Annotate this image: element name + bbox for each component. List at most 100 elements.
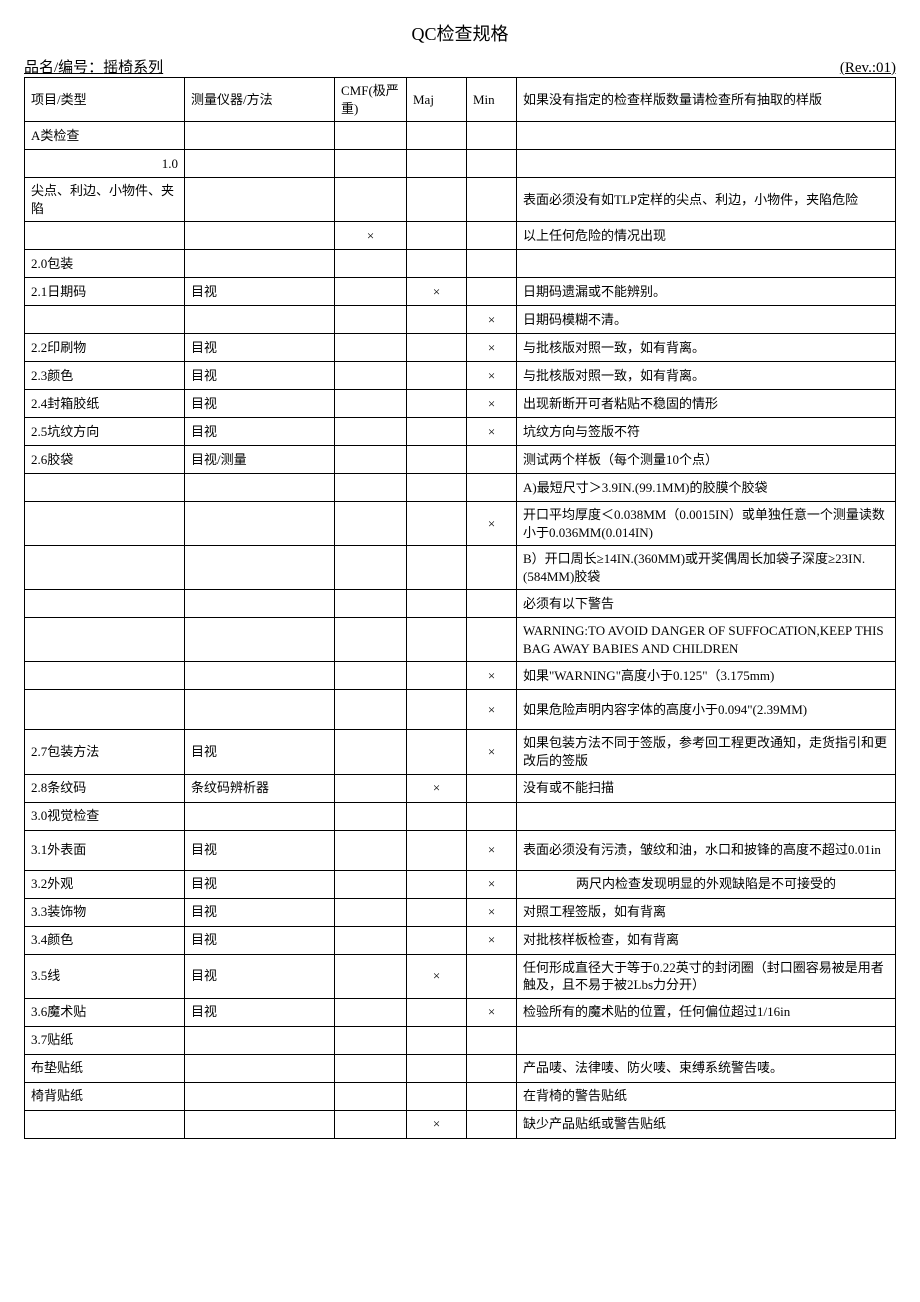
cell-min: ×	[467, 870, 517, 898]
cell-cmf	[335, 802, 407, 830]
cell-item	[25, 546, 185, 590]
cell-min: ×	[467, 334, 517, 362]
cell-remark: 任何形成直径大于等于0.22英寸的封闭圈（封口圈容易被是用者触及，且不易于被2L…	[517, 954, 896, 998]
table-body: A类检查1.0尖点、利边、小物件、夹陷表面必须没有如TLP定样的尖点、利边，小物…	[25, 122, 896, 1139]
cell-method	[185, 1110, 335, 1138]
cell-item: 3.6魔术贴	[25, 998, 185, 1026]
cell-cmf: ×	[335, 222, 407, 250]
cell-method: 目视	[185, 418, 335, 446]
cell-min: ×	[467, 730, 517, 774]
cell-remark: 以上任何危险的情况出现	[517, 222, 896, 250]
cell-remark: 与批核版对照一致，如有背离。	[517, 334, 896, 362]
cell-method	[185, 546, 335, 590]
table-row: 3.6魔术贴目视×检验所有的魔术贴的位置，任何偏位超过1/16in	[25, 998, 896, 1026]
cell-method	[185, 590, 335, 618]
cell-maj	[407, 1082, 467, 1110]
cell-cmf	[335, 546, 407, 590]
cell-min	[467, 774, 517, 802]
cell-cmf	[335, 390, 407, 418]
col-maj: Maj	[407, 78, 467, 122]
cell-item: 3.5线	[25, 954, 185, 998]
cell-remark	[517, 250, 896, 278]
cell-method: 目视	[185, 898, 335, 926]
table-row: 2.8条纹码条纹码辨析器×没有或不能扫描	[25, 774, 896, 802]
cell-method: 目视	[185, 926, 335, 954]
cell-item: 椅背贴纸	[25, 1082, 185, 1110]
cell-maj	[407, 546, 467, 590]
cell-remark: WARNING:TO AVOID DANGER OF SUFFOCATION,K…	[517, 618, 896, 662]
cell-remark: 与批核版对照一致，如有背离。	[517, 362, 896, 390]
cell-remark: 日期码模糊不清。	[517, 306, 896, 334]
cell-cmf	[335, 926, 407, 954]
cell-cmf	[335, 690, 407, 730]
cell-item: 2.4封箱胶纸	[25, 390, 185, 418]
cell-remark: 在背椅的警告贴纸	[517, 1082, 896, 1110]
cell-min	[467, 1054, 517, 1082]
cell-maj	[407, 306, 467, 334]
cell-item: 布垫贴纸	[25, 1054, 185, 1082]
cell-maj	[407, 662, 467, 690]
cell-remark: 出现新断开可者粘贴不稳固的情形	[517, 390, 896, 418]
cell-method: 目视	[185, 390, 335, 418]
col-min: Min	[467, 78, 517, 122]
cell-method	[185, 662, 335, 690]
table-row: 2.5坑纹方向目视 ×坑纹方向与签版不符	[25, 418, 896, 446]
col-item: 项目/类型	[25, 78, 185, 122]
cell-remark	[517, 150, 896, 178]
cell-min: ×	[467, 502, 517, 546]
cell-item: 2.5坑纹方向	[25, 418, 185, 446]
cell-cmf	[335, 278, 407, 306]
table-row: 3.7贴纸	[25, 1026, 896, 1054]
cell-cmf	[335, 1110, 407, 1138]
table-row: 3.4颜色目视×对批核样板检查，如有背离	[25, 926, 896, 954]
cell-min	[467, 1110, 517, 1138]
cell-method	[185, 222, 335, 250]
table-row: ×开口平均厚度＜0.038MM（0.0015IN）或单独任意一个测量读数小于0.…	[25, 502, 896, 546]
revision-label: (Rev.:01)	[840, 60, 896, 77]
cell-min: ×	[467, 926, 517, 954]
cell-remark: 对照工程签版，如有背离	[517, 898, 896, 926]
cell-method	[185, 122, 335, 150]
cell-method: 目视	[185, 954, 335, 998]
cell-method	[185, 250, 335, 278]
cell-item: 1.0	[25, 150, 185, 178]
cell-cmf	[335, 362, 407, 390]
table-row: ×如果危险声明内容字体的高度小于0.094"(2.39MM)	[25, 690, 896, 730]
cell-maj	[407, 418, 467, 446]
cell-method	[185, 178, 335, 222]
cell-item: 3.7贴纸	[25, 1026, 185, 1054]
cell-remark	[517, 802, 896, 830]
cell-item	[25, 618, 185, 662]
cell-method: 目视/测量	[185, 446, 335, 474]
cell-min: ×	[467, 390, 517, 418]
cell-min	[467, 802, 517, 830]
cell-cmf	[335, 250, 407, 278]
cell-method	[185, 1026, 335, 1054]
table-row: A)最短尺寸＞3.9IN.(99.1MM)的胶膜个胶袋	[25, 474, 896, 502]
cell-maj	[407, 446, 467, 474]
table-row: 2.1日期码目视×日期码遗漏或不能辨别。	[25, 278, 896, 306]
cell-method	[185, 306, 335, 334]
cell-maj	[407, 802, 467, 830]
cell-remark: 坑纹方向与签版不符	[517, 418, 896, 446]
cell-maj	[407, 618, 467, 662]
cell-min: ×	[467, 690, 517, 730]
cell-cmf	[335, 870, 407, 898]
cell-item	[25, 474, 185, 502]
cell-cmf	[335, 306, 407, 334]
cell-method: 目视	[185, 998, 335, 1026]
cell-method: 目视	[185, 870, 335, 898]
cell-maj	[407, 998, 467, 1026]
cell-min	[467, 618, 517, 662]
cell-remark: 缺少产品贴纸或警告贴纸	[517, 1110, 896, 1138]
cell-min: ×	[467, 418, 517, 446]
cell-min	[467, 590, 517, 618]
table-row: 3.3装饰物目视×对照工程签版，如有背离	[25, 898, 896, 926]
cell-maj	[407, 1054, 467, 1082]
cell-remark: 检验所有的魔术贴的位置，任何偏位超过1/16in	[517, 998, 896, 1026]
cell-remark: 日期码遗漏或不能辨别。	[517, 278, 896, 306]
cell-maj	[407, 178, 467, 222]
cell-maj	[407, 390, 467, 418]
cell-cmf	[335, 418, 407, 446]
cell-remark: 两尺内检查发现明显的外观缺陷是不可接受的	[517, 870, 896, 898]
